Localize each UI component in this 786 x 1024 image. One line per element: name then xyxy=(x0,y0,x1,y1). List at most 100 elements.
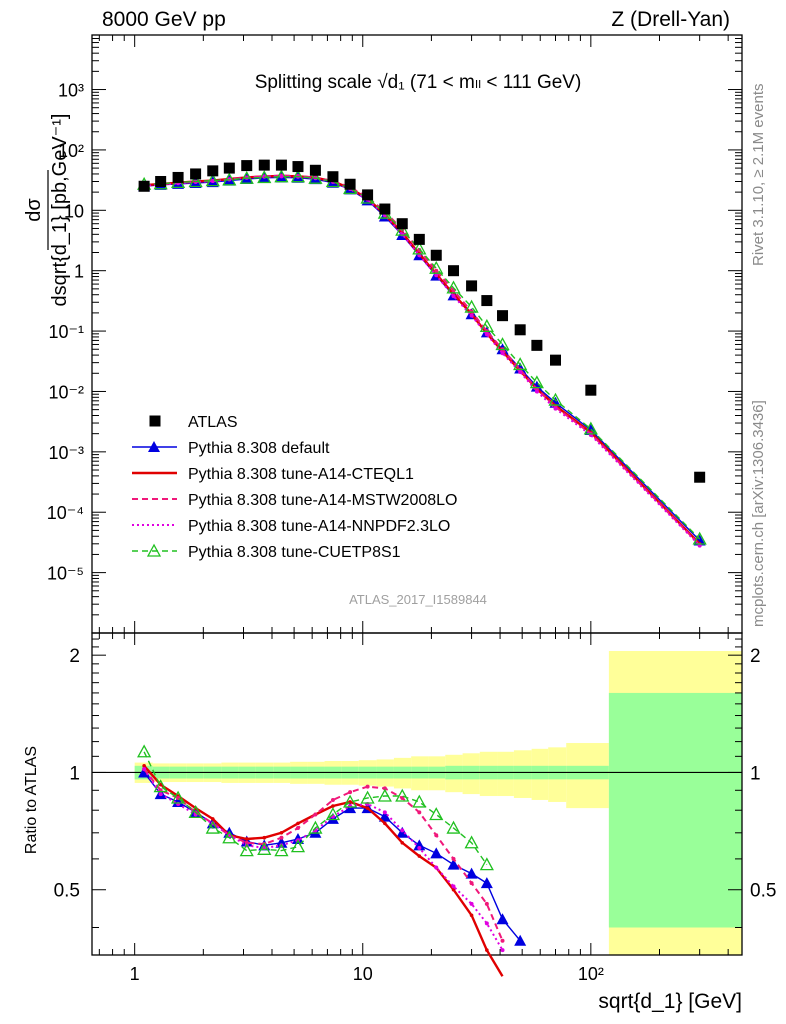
ratio-point-pythia-8-308-tune-cuetp8s1 xyxy=(342,794,358,808)
series-line-pythia-8-308-default xyxy=(144,176,701,541)
data-point-pythia-8-308-tune-a14-nnpdf2-3lo xyxy=(534,389,539,394)
legend-label-pythia-8-308-default: Pythia 8.308 default xyxy=(188,440,330,457)
ratio-point-pythia-8-308-tune-cuetp8s1 xyxy=(395,788,410,802)
y-axis-label: dσ dsqrt{d_1} [pb,GeV⁻¹] xyxy=(23,114,71,307)
y-axis-label-numerator: dσ xyxy=(23,198,45,222)
ratio-point-pythia-8-308-tune-a14-cteql1 xyxy=(262,835,267,840)
ratio-point-pythia-8-308-tune-a14-mstw2008lo xyxy=(330,797,335,802)
x-tick-label-1: 1 xyxy=(130,964,140,984)
legend-label-pythia-8-308-tune-a14-nnpdf2-3lo: Pythia 8.308 tune-A14-NNPDF2.3LO xyxy=(188,518,450,535)
y-tick-label: 10⁻² xyxy=(48,382,84,402)
ratio-point-pythia-8-308-default xyxy=(514,934,527,946)
ratio-line-pythia-8-308-tune-cuetp8s1 xyxy=(143,751,488,866)
data-point-pythia-8-308-tune-cuetp8s1 xyxy=(495,337,510,351)
ratio-point-pythia-8-308-tune-a14-mstw2008lo xyxy=(451,856,456,861)
data-point-atlas xyxy=(258,159,270,171)
legend-marker-atlas xyxy=(149,415,161,427)
y-tick-label: 10³ xyxy=(58,81,84,101)
ratio-point-pythia-8-308-tune-cuetp8s1 xyxy=(308,820,323,834)
ratio-point-pythia-8-308-default xyxy=(430,847,443,859)
ratio-point-pythia-8-308-tune-a14-cteql1 xyxy=(210,817,215,821)
ratio-tick-label: 1 xyxy=(69,763,80,784)
data-point-atlas xyxy=(585,384,597,396)
legend-label-pythia-8-308-tune-cuetp8s1: Pythia 8.308 tune-CUETP8S1 xyxy=(188,544,401,561)
data-point-atlas xyxy=(550,354,562,366)
y-tick-label: 1 xyxy=(74,262,84,282)
data-point-pythia-8-308-tune-cuetp8s1 xyxy=(274,169,289,183)
data-point-pythia-8-308-tune-cuetp8s1 xyxy=(446,280,461,294)
data-point-pythia-8-308-tune-a14-nnpdf2-3lo xyxy=(279,174,284,179)
data-point-atlas xyxy=(155,175,167,187)
data-point-pythia-8-308-tune-cuetp8s1 xyxy=(548,392,563,406)
y-tick-label: 10⁻³ xyxy=(48,443,84,463)
series-line-pythia-8-308-tune-cuetp8s1 xyxy=(144,175,701,540)
data-point-atlas xyxy=(190,168,202,180)
ratio-point-pythia-8-308-tune-a14-mstw2008lo xyxy=(469,881,474,886)
data-point-pythia-8-308-tune-a14-nnpdf2-3lo xyxy=(484,332,489,337)
ratio-point-pythia-8-308-tune-a14-mstw2008lo xyxy=(279,835,284,840)
ratio-point-pythia-8-308-tune-a14-cteql1 xyxy=(142,764,146,768)
ratio-point-pythia-8-308-tune-cuetp8s1 xyxy=(412,794,427,808)
ratio-line-pythia-8-308-tune-a14-nnpdf2-3lo xyxy=(143,768,504,951)
ratio-point-pythia-8-308-tune-a14-cteql1 xyxy=(383,821,387,826)
ratio-point-pythia-8-308-tune-a14-nnpdf2-3lo xyxy=(158,792,163,797)
ratio-point-pythia-8-308-tune-a14-mstw2008lo xyxy=(434,833,439,838)
data-point-atlas xyxy=(207,165,219,177)
legend-marker-pythia-8-308-default xyxy=(148,441,160,452)
ratio-point-pythia-8-308-tune-a14-cteql1 xyxy=(296,821,300,826)
data-point-atlas xyxy=(344,178,356,190)
data-point-atlas xyxy=(138,180,150,192)
ratio-tick-label: 0.5 xyxy=(54,881,80,902)
ratio-axis-label: Ratio to ATLAS xyxy=(23,746,40,854)
ratio-point-pythia-8-308-tune-a14-nnpdf2-3lo xyxy=(417,845,422,850)
data-point-pythia-8-308-tune-a14-nnpdf2-3lo xyxy=(210,179,215,184)
ratio-point-pythia-8-308-tune-a14-cteql1 xyxy=(417,854,422,858)
ratio-point-pythia-8-308-tune-cuetp8s1 xyxy=(257,841,272,855)
ratio-point-pythia-8-308-default xyxy=(465,867,478,879)
data-point-pythia-8-308-tune-cuetp8s1 xyxy=(222,172,237,186)
data-point-pythia-8-308-tune-a14-nnpdf2-3lo xyxy=(451,294,456,299)
ratio-point-pythia-8-308-tune-cuetp8s1 xyxy=(325,807,341,821)
data-point-pythia-8-308-tune-a14-nnpdf2-3lo xyxy=(518,370,523,375)
ratio-point-pythia-8-308-tune-cuetp8s1 xyxy=(446,820,461,834)
ratio-tick-label: 2 xyxy=(69,646,80,667)
ratio-point-pythia-8-308-tune-a14-cteql1 xyxy=(365,806,370,810)
y-tick-label: 10² xyxy=(58,141,84,161)
ratio-point-pythia-8-308-tune-cuetp8s1 xyxy=(274,843,289,857)
x-axis-label: sqrt{d_1} [GeV] xyxy=(598,990,742,1013)
data-point-pythia-8-308-tune-a14-nnpdf2-3lo xyxy=(469,313,474,318)
ratio-point-pythia-8-308-tune-cuetp8s1 xyxy=(239,843,254,857)
data-point-atlas xyxy=(481,295,493,307)
data-point-atlas xyxy=(292,161,304,173)
data-point-pythia-8-308-tune-cuetp8s1 xyxy=(308,170,323,184)
data-point-atlas xyxy=(172,171,184,183)
ratio-point-pythia-8-308-tune-cuetp8s1 xyxy=(222,830,237,844)
y-tick-label: 10⁻⁴ xyxy=(47,503,84,523)
ratio-point-pythia-8-308-tune-a14-nnpdf2-3lo xyxy=(451,884,456,889)
data-point-atlas xyxy=(413,233,425,245)
ratio-point-pythia-8-308-tune-cuetp8s1 xyxy=(429,807,444,821)
ratio-point-pythia-8-308-tune-a14-cteql1 xyxy=(244,837,249,841)
y-tick-label: 10 xyxy=(64,201,84,221)
ratio-point-pythia-8-308-default xyxy=(275,836,288,848)
data-point-atlas xyxy=(694,471,706,483)
chart-title: Splitting scale √d₁ (71 < mₗₗ < 111 GeV) xyxy=(255,72,582,93)
ratio-point-pythia-8-308-tune-a14-nnpdf2-3lo xyxy=(142,767,147,772)
ratio-point-pythia-8-308-tune-a14-nnpdf2-3lo xyxy=(484,921,489,926)
legend-label-pythia-8-308-tune-a14-cteql1: Pythia 8.308 tune-A14-CTEQL1 xyxy=(188,466,414,483)
data-point-pythia-8-308-tune-cuetp8s1 xyxy=(188,174,203,188)
data-point-atlas xyxy=(379,203,391,215)
ratio-point-pythia-8-308-tune-cuetp8s1 xyxy=(137,744,152,758)
ratio-point-pythia-8-308-tune-cuetp8s1 xyxy=(360,790,375,804)
ratio-point-pythia-8-308-default xyxy=(496,913,509,925)
data-point-atlas xyxy=(275,159,287,171)
data-point-pythia-8-308-tune-cuetp8s1 xyxy=(290,169,306,183)
data-point-atlas xyxy=(466,280,478,292)
header-process-label: Z (Drell-Yan) xyxy=(611,8,730,31)
legend-label-pythia-8-308-tune-a14-mstw2008lo: Pythia 8.308 tune-A14-MSTW2008LO xyxy=(188,492,457,509)
ratio-plot-frame xyxy=(91,632,743,956)
data-point-pythia-8-308-tune-a14-mstw2008lo xyxy=(434,268,439,273)
ratio-point-pythia-8-308-default xyxy=(172,795,185,807)
ratio-point-pythia-8-308-tune-cuetp8s1 xyxy=(479,857,494,871)
